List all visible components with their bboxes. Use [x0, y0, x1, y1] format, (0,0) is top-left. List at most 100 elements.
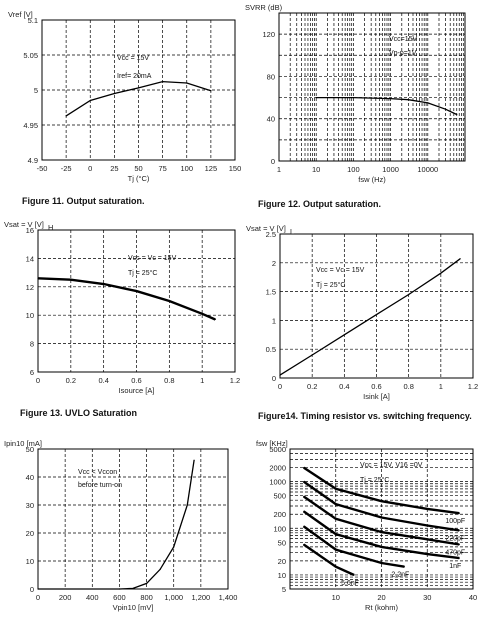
- y-tick-label: 2: [272, 259, 276, 268]
- x-tick-label: 0.8: [164, 376, 174, 385]
- x-tick-label: 100: [347, 165, 360, 174]
- data-point: [37, 277, 39, 279]
- plot-frame: [41, 19, 236, 161]
- data-point: [458, 543, 460, 546]
- data-point: [444, 108, 447, 110]
- x-tick-label: 1: [277, 165, 281, 174]
- data-point: [335, 488, 337, 490]
- x-axis-label: Isource [A]: [119, 386, 155, 395]
- series-name-label: 1nF: [449, 563, 461, 570]
- data-point: [311, 354, 313, 356]
- y-tick-label: 2.5: [266, 230, 276, 239]
- plot-frame: [289, 448, 474, 590]
- data-point: [145, 582, 148, 585]
- x-axis-label: Vpin10 [mV]: [113, 603, 154, 612]
- y-tick-label: 500: [273, 492, 286, 501]
- data-point: [380, 500, 383, 502]
- plot-frame: [37, 229, 236, 373]
- y-axis-label: Vref [V]: [8, 10, 33, 19]
- chart-annotation: Vcc=15V: [389, 36, 418, 43]
- data-point: [407, 99, 409, 101]
- plot-frame: [37, 448, 229, 590]
- data-point: [137, 87, 140, 89]
- data-point: [390, 98, 392, 100]
- data-point: [70, 279, 72, 281]
- x-tick-label: 25: [110, 164, 118, 173]
- y-tick-label: 16: [26, 226, 34, 235]
- chart-annotation: Tj = 25°C: [360, 476, 389, 484]
- x-tick-label: 50: [134, 164, 142, 173]
- x-tick-label: 10: [312, 165, 320, 174]
- data-point: [335, 503, 337, 505]
- figure-caption: Figure 13. UVLO Saturation: [20, 408, 137, 418]
- y-tick-label: 0: [271, 157, 275, 166]
- x-tick-label: 200: [59, 593, 72, 602]
- x-axis-label: Isink [A]: [363, 392, 390, 401]
- y-axis-label: Ipin10 [mA]: [4, 439, 42, 448]
- y-tick-label: 5.1: [28, 16, 38, 25]
- y-tick-label: 1.5: [266, 288, 276, 297]
- y-axis-label: fsw [KHz]: [256, 439, 288, 448]
- x-tick-label: 0.2: [307, 382, 317, 391]
- y-tick-label: 2000: [269, 464, 286, 473]
- data-point: [303, 510, 305, 513]
- y-tick-label: 40: [26, 473, 34, 482]
- x-tick-label: -25: [61, 164, 72, 173]
- data-point: [335, 548, 337, 551]
- y-tick-label: 120: [262, 30, 275, 39]
- data-point: [458, 529, 460, 532]
- data-point: [162, 81, 164, 83]
- x-tick-label: 0.6: [131, 376, 141, 385]
- data-point: [426, 538, 428, 540]
- x-tick-label: 30: [423, 593, 431, 602]
- series-name-label: 220pF: [445, 535, 465, 542]
- y-axis-label-subscript: L: [290, 227, 294, 236]
- y-tick-label: 1000: [269, 478, 286, 487]
- y-tick-label: 20: [278, 557, 286, 566]
- data-point: [343, 334, 345, 336]
- x-tick-label: 1,000: [164, 593, 183, 602]
- figure-caption: Figure 11. Output saturation.: [22, 196, 145, 206]
- y-tick-label: 14: [26, 254, 34, 263]
- x-tick-label: 0: [278, 382, 282, 391]
- x-tick-label: 0.8: [403, 382, 413, 391]
- data-point: [279, 374, 281, 376]
- y-tick-label: 50: [26, 445, 34, 454]
- data-point: [118, 588, 121, 590]
- x-axis-label: Tj (°C): [128, 174, 150, 183]
- data-point: [408, 293, 410, 296]
- chart-2: 1 10 100 1000 10000 0 40 80 120 fsw (Hz) SVRR (dB)…: [245, 3, 466, 184]
- data-point: [186, 82, 188, 84]
- y-tick-label: 100: [273, 524, 286, 533]
- y-tick-label: 5.05: [23, 51, 38, 60]
- data-point: [380, 531, 383, 533]
- data-point: [426, 508, 428, 510]
- data-point: [458, 557, 460, 559]
- series-name-label: 5.6nF: [341, 580, 359, 587]
- figure-caption: Figure14. Timing resistor vs. switching …: [258, 411, 472, 421]
- x-tick-label: 20: [377, 593, 385, 602]
- x-tick-label: 1: [439, 382, 443, 391]
- data-point: [315, 96, 317, 99]
- data-point: [375, 314, 378, 316]
- x-tick-label: 125: [205, 164, 218, 173]
- chart-annotation: Tj = 25°C: [128, 269, 157, 277]
- data-point: [132, 587, 134, 590]
- x-axis-label: Rt (kohm): [365, 603, 398, 612]
- chart-1: -50 -25 0 25 50 75 100 125 150 4.9 4.95 5 5.05 5.1 Tj …: [8, 10, 241, 183]
- y-tick-label: 0: [272, 374, 276, 383]
- y-tick-label: 4.9: [28, 156, 38, 165]
- x-tick-label: 1,200: [191, 593, 210, 602]
- data-point: [426, 553, 428, 555]
- x-tick-label: 1.2: [468, 382, 478, 391]
- series-name-label: 470pF: [445, 549, 465, 556]
- data-point: [427, 102, 429, 104]
- chart-annotation: Vcc < Vccon: [78, 469, 117, 476]
- x-tick-label: 400: [86, 593, 99, 602]
- x-tick-label: 150: [229, 164, 242, 173]
- y-tick-label: 30: [26, 501, 34, 510]
- data-point: [193, 459, 195, 461]
- series-line: [316, 96, 457, 116]
- y-tick-label: 20: [26, 529, 34, 538]
- data-point: [37, 588, 39, 590]
